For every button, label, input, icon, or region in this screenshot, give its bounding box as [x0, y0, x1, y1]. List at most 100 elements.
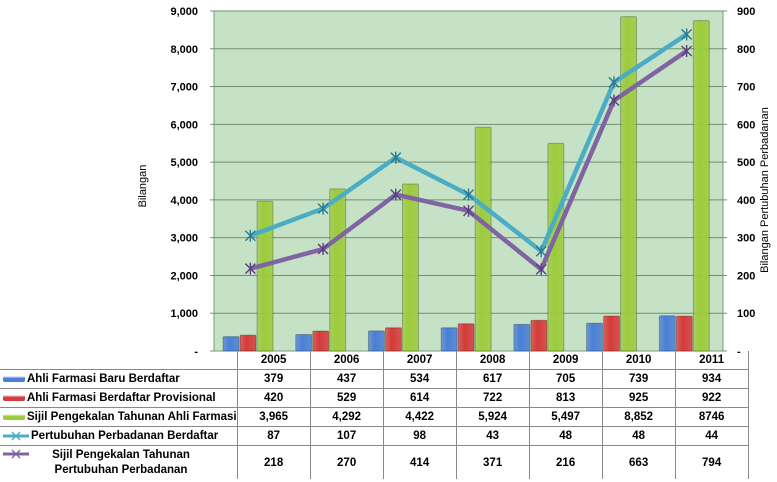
table-year-header: 2005 [236, 351, 311, 370]
line-marker-2005 [244, 262, 256, 275]
bar-ahli-farmasi-berdaftar-provisional-2005 [239, 334, 257, 352]
bar-ahli-farmasi-baru-berdaftar-2011 [658, 315, 676, 352]
bar-ahli-farmasi-berdaftar-provisional-2010 [603, 315, 621, 352]
line-marker-2011 [681, 45, 693, 58]
series-name: Ahli Farmasi Berdaftar Provisional [27, 392, 216, 404]
table-value-cell: 617 [455, 369, 530, 389]
line-marker-2007 [390, 188, 402, 201]
legend-line-key-icon [3, 450, 29, 459]
table-value-cell: 5,924 [455, 407, 530, 427]
table-value-cell: 270 [309, 445, 384, 479]
table-value-cell: 934 [674, 369, 749, 389]
series-name: Sijil Pengekalan Tahunan Ahli Farmasi [27, 411, 237, 423]
line-marker-2009 [535, 245, 547, 258]
right-tick-label: 100 [737, 308, 755, 320]
bar-ahli-farmasi-baru-berdaftar-2010 [586, 322, 604, 352]
table-year-header: 2007 [382, 351, 457, 370]
bar-ahli-farmasi-berdaftar-provisional-2007 [384, 327, 402, 352]
table-value-cell: 813 [528, 388, 603, 408]
left-tick-label: 8,000 [170, 44, 198, 56]
table-row: Sijil Pengekalan Tahunan Ahli Farmasi 3,9… [0, 407, 749, 427]
left-tick-label: 4,000 [170, 195, 198, 207]
table-value-cell: 663 [601, 445, 676, 479]
table-header-row: 2005 2006 2007 2008 2009 2010 2011 [0, 351, 749, 370]
right-tick-label: 800 [737, 44, 755, 56]
table-value-cell: 614 [382, 388, 457, 408]
table-value-cell: 4,422 [382, 407, 457, 427]
bar-sijil-pengekalan-tahunan-ahli-farmasi-2010 [620, 16, 638, 352]
right-tick-label: 900 [737, 6, 755, 18]
bar-sijil-pengekalan-tahunan-ahli-farmasi-2007 [401, 183, 419, 352]
line-marker-2010 [608, 94, 620, 107]
table-value-cell: 8,852 [601, 407, 676, 427]
table-value-cell: 414 [382, 445, 457, 479]
table-corner [0, 351, 238, 370]
legend-bar-key-icon [3, 375, 25, 382]
lines [244, 28, 693, 276]
table-value-cell: 3,965 [236, 407, 311, 427]
table-value-cell: 437 [309, 369, 384, 389]
table-value-cell: 794 [674, 445, 749, 479]
line-marker-2011 [681, 28, 693, 41]
right-axis-title: Bilangan Pertubuhan Perbadanan [759, 107, 771, 273]
series-label-cell: Pertubuhan Perbadanan Berdaftar [0, 426, 238, 446]
table-value-cell: 218 [236, 445, 311, 479]
table-value-cell: 216 [528, 445, 603, 479]
right-tick-label: 300 [737, 233, 755, 245]
table-year-header: 2008 [455, 351, 530, 370]
bar-sijil-pengekalan-tahunan-ahli-farmasi-2008 [474, 126, 492, 352]
data-table: 2005 2006 2007 2008 2009 2010 2011 Ahli Farmasi… [0, 351, 749, 479]
series-label-cell: Sijil Pengekalan Tahunan Ahli Farmasi [0, 407, 238, 427]
bar-ahli-farmasi-baru-berdaftar-2005 [222, 336, 240, 352]
line-marker-2010 [608, 76, 620, 89]
table-row: Sijil Pengekalan Tahunan Pertubuhan Perb… [0, 445, 749, 479]
table-row: Ahli Farmasi Baru Berdaftar 379 437 534 617 7… [0, 369, 749, 389]
table-value-cell: 98 [382, 426, 457, 446]
table-value-cell: 534 [382, 369, 457, 389]
table-row: Pertubuhan Perbadanan Berdaftar 87 107 98 43… [0, 426, 749, 446]
left-tick-label: 2,000 [170, 270, 198, 282]
bar-sijil-pengekalan-tahunan-ahli-farmasi-2011 [692, 20, 710, 352]
bar-ahli-farmasi-baru-berdaftar-2006 [295, 333, 313, 352]
series-name: Sijil Pengekalan Tahunan Pertubuhan Perb… [52, 448, 190, 476]
table-value-cell: 87 [236, 426, 311, 446]
table-value-cell: 739 [601, 369, 676, 389]
left-axis-ticks: -1,0002,0003,0004,0005,0006,0007,0008,00… [170, 6, 214, 358]
line-marker-2009 [535, 263, 547, 276]
table-value-cell: 529 [309, 388, 384, 408]
table-value-cell: 5,497 [528, 407, 603, 427]
left-tick-label: 5,000 [170, 157, 198, 169]
table-row: Ahli Farmasi Berdaftar Provisional 420 529… [0, 388, 749, 408]
bar-ahli-farmasi-baru-berdaftar-2007 [367, 330, 385, 352]
table-value-cell: 379 [236, 369, 311, 389]
table-value-cell: 48 [601, 426, 676, 446]
bar-ahli-farmasi-baru-berdaftar-2008 [440, 327, 458, 352]
left-tick-label: 9,000 [170, 6, 198, 18]
bar-ahli-farmasi-berdaftar-provisional-2011 [675, 315, 693, 352]
table-value-cell: 4,292 [309, 407, 384, 427]
bars [222, 16, 710, 352]
table-value-cell: 8746 [674, 407, 749, 427]
line-marker-2008 [463, 204, 474, 217]
line-marker-2005 [244, 229, 256, 242]
table-value-cell: 705 [528, 369, 603, 389]
table-value-cell: 43 [455, 426, 530, 446]
series-name: Ahli Farmasi Baru Berdaftar [27, 373, 180, 385]
table-value-cell: 44 [674, 426, 749, 446]
left-tick-label: 3,000 [170, 233, 198, 245]
left-tick-label: 1,000 [170, 308, 198, 320]
legend-line-key-icon [3, 431, 29, 441]
table-value-cell: 722 [455, 388, 530, 408]
line-marker-2007 [390, 151, 402, 164]
legend-bar-key-icon [3, 394, 25, 401]
line-marker-2006 [317, 202, 329, 215]
left-tick-label: 6,000 [170, 119, 198, 131]
left-axis-title: Bilangan [137, 165, 149, 208]
bar-ahli-farmasi-baru-berdaftar-2009 [513, 323, 531, 352]
table-year-header: 2006 [309, 351, 384, 370]
right-tick-label: 200 [737, 270, 755, 282]
right-tick-label: 500 [737, 157, 755, 169]
bar-ahli-farmasi-berdaftar-provisional-2006 [312, 330, 330, 352]
left-tick-label: 7,000 [170, 82, 198, 94]
